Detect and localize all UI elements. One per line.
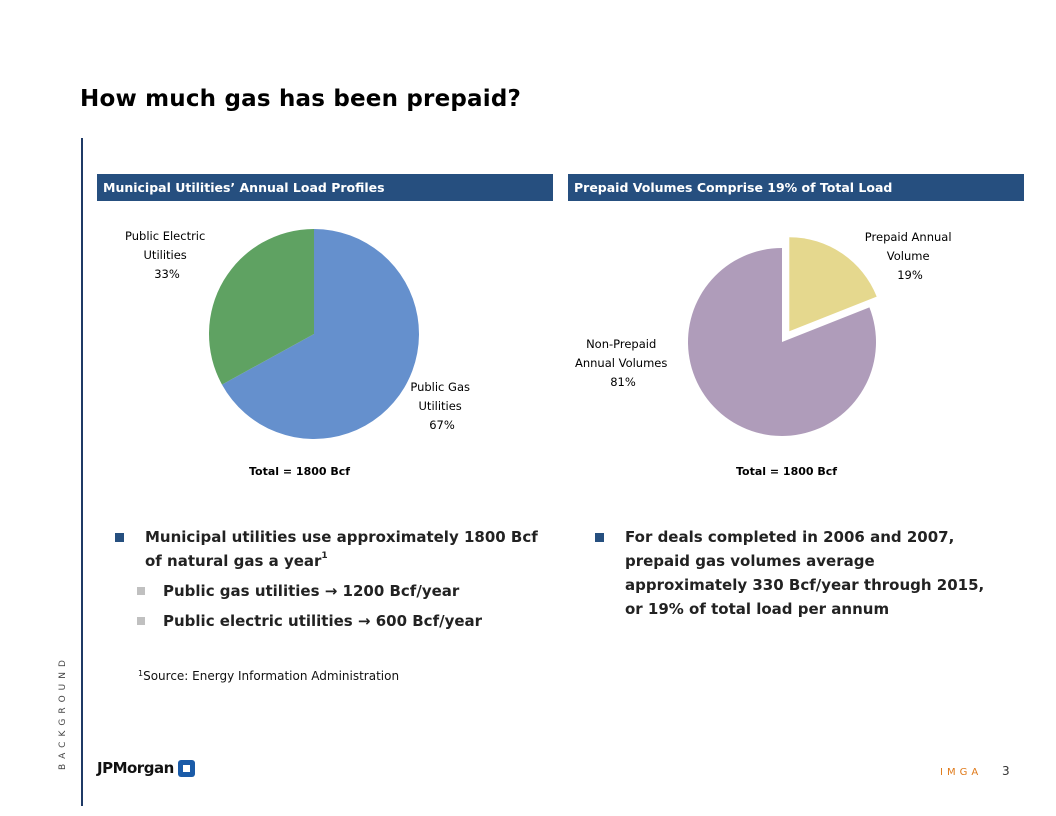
pie-slice-prepaid-annual-volume xyxy=(789,237,877,332)
label-nonprepaid: Non-Prepaid Annual Volumes 81% xyxy=(575,337,671,389)
pie-slice-non-prepaid-annual-volumes xyxy=(687,248,876,436)
label-gas: Public Gas Utilities 67% xyxy=(410,380,473,432)
right-bullet-list: For deals completed in 2006 and 2007, pr… xyxy=(595,525,1025,621)
sub-bullet-square-icon xyxy=(137,617,145,625)
jpmorgan-logo: JPMorgan xyxy=(97,759,195,777)
bullet-square-icon xyxy=(595,533,604,542)
chase-octagon-icon xyxy=(177,759,195,777)
bullet-square-icon xyxy=(115,533,124,542)
pie-slice-public-electric-utilities xyxy=(208,229,314,385)
bullet-main: Municipal utilities use approximately 18… xyxy=(115,525,555,573)
right-total-label: Total = 1800 Bcf xyxy=(736,465,838,478)
pie-slice-public-gas-utilities xyxy=(221,229,419,439)
label-prepaid: Prepaid Annual Volume 19% xyxy=(865,230,955,282)
footnote: 1Source: Energy Information Administrati… xyxy=(138,669,400,683)
page-title: How much gas has been prepaid? xyxy=(80,86,522,112)
page-number: 3 xyxy=(1002,764,1010,778)
bullet-prepaid: For deals completed in 2006 and 2007, pr… xyxy=(595,525,1025,621)
left-panel-header: Municipal Utilities’ Annual Load Profile… xyxy=(97,174,553,201)
prepaid-volume-pie-chart: Prepaid Annual Volume 19% Non-Prepaid An… xyxy=(575,230,955,436)
bullet-sub-gas: Public gas utilities → 1200 Bcf/year xyxy=(115,579,555,603)
load-profile-pie-chart: Public Electric Utilities 33% Public Gas… xyxy=(125,229,473,439)
bullet-sub-electric: Public electric utilities → 600 Bcf/year xyxy=(115,609,555,633)
imga-label: IMGA xyxy=(940,767,983,778)
left-total-label: Total = 1800 Bcf xyxy=(249,465,351,478)
vertical-divider xyxy=(81,138,83,806)
sub-bullet-square-icon xyxy=(137,587,145,595)
section-label: BACKGROUND xyxy=(58,655,68,770)
label-electric: Public Electric Utilities 33% xyxy=(125,229,209,281)
right-panel-header: Prepaid Volumes Comprise 19% of Total Lo… xyxy=(568,174,1024,201)
left-bullet-list: Municipal utilities use approximately 18… xyxy=(115,525,555,633)
